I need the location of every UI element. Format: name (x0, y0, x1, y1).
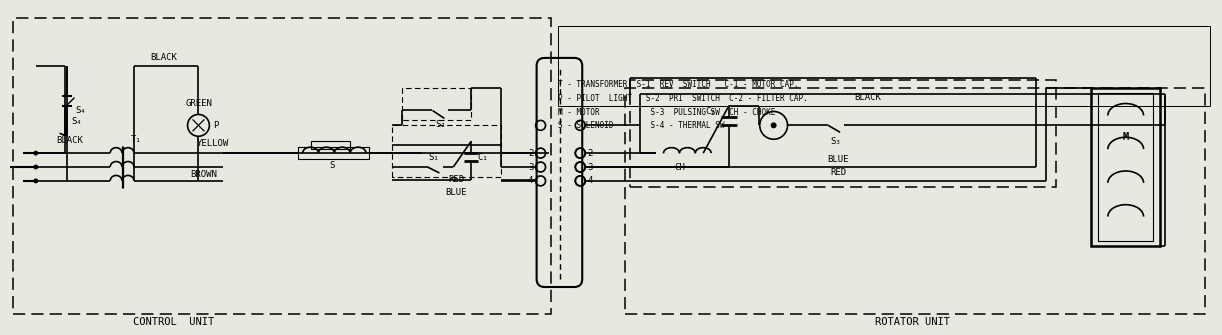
Text: S: S (330, 160, 335, 170)
Text: RED: RED (830, 169, 846, 178)
Text: BLACK: BLACK (56, 136, 83, 145)
Text: CH: CH (675, 162, 684, 172)
Text: 4: 4 (588, 177, 593, 185)
Text: S₃: S₃ (831, 137, 842, 146)
Text: 3: 3 (528, 162, 533, 172)
Bar (629, 80, 1056, 187)
Text: S₄: S₄ (71, 117, 82, 126)
Text: GREEN: GREEN (185, 99, 211, 108)
Text: T - TRANSFORMER  S-1  REV  SWITCH   C-1 - MOTOR CAP.: T - TRANSFORMER S-1 REV SWITCH C-1 - MOT… (558, 80, 799, 89)
Text: M - MOTOR           S-3  PULSING SW  CH - CHOKE: M - MOTOR S-3 PULSING SW CH - CHOKE (558, 108, 776, 117)
Bar (624, 88, 1205, 314)
Circle shape (33, 164, 38, 170)
Text: S₄: S₄ (75, 106, 86, 115)
Circle shape (33, 151, 38, 155)
Text: BLACK: BLACK (854, 93, 881, 102)
Text: C₁: C₁ (478, 152, 489, 161)
Text: CONTROL  UNIT: CONTROL UNIT (133, 317, 214, 327)
Text: 3: 3 (588, 162, 593, 172)
Text: 2: 2 (588, 149, 593, 158)
Text: 4: 4 (528, 177, 533, 185)
Text: ROTATOR UNIT: ROTATOR UNIT (875, 317, 949, 327)
Bar (298, 147, 369, 159)
Text: S₁: S₁ (428, 152, 439, 161)
Text: RED: RED (448, 176, 464, 184)
Circle shape (771, 122, 777, 128)
Text: S - SOLENOID        S-4 - THERMAL SW: S - SOLENOID S-4 - THERMAL SW (558, 121, 725, 130)
Text: M: M (1123, 132, 1129, 142)
Text: P - PILOT  LIGHT   S-2  PRI  SWITCH  C-2 - FILTER CAP.: P - PILOT LIGHT S-2 PRI SWITCH C-2 - FIL… (558, 93, 808, 103)
Text: S₂: S₂ (435, 120, 446, 129)
Text: BLACK: BLACK (150, 53, 177, 62)
Bar (1097, 92, 1154, 242)
Text: P: P (214, 121, 219, 130)
Text: YELLOW: YELLOW (197, 139, 230, 148)
Text: 2: 2 (528, 149, 533, 158)
Text: BLUE: BLUE (446, 188, 467, 197)
Circle shape (33, 179, 38, 183)
Text: T₁: T₁ (131, 135, 142, 144)
Bar (13, 18, 550, 314)
Text: BROWN: BROWN (189, 171, 216, 180)
Text: BLUE: BLUE (827, 154, 849, 163)
Bar (1091, 88, 1161, 246)
Bar (310, 141, 351, 149)
Text: C₂: C₂ (706, 107, 716, 116)
